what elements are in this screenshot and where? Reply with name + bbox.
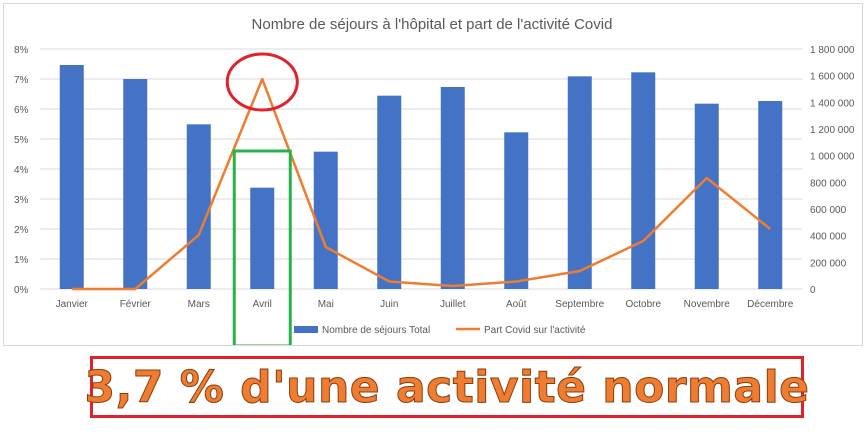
legend-label-bars: Nombre de séjours Total: [322, 325, 430, 336]
y-left-tick-label: 2%: [14, 225, 29, 236]
y-left-tick-label: 4%: [14, 165, 29, 176]
y-right-tick-label: 600 000: [810, 205, 847, 216]
y-right-tick-label: 1 800 000: [810, 45, 855, 56]
bar-sejours: [440, 87, 465, 289]
x-tick-label: Février: [120, 299, 152, 310]
series-line-covid: [71, 77, 772, 291]
legend-label-line: Part Covid sur l'activité: [484, 325, 586, 336]
bar-sejours: [250, 187, 275, 289]
chart-frame: Nombre de séjours à l'hôpital et part de…: [3, 3, 863, 346]
bar-sejours: [631, 72, 656, 289]
x-tick-label: Mai: [318, 299, 334, 310]
y-right-tick-label: 1 600 000: [810, 72, 855, 83]
x-tick-label: Janvier: [56, 299, 89, 310]
y-left-tick-label: 0%: [14, 285, 29, 296]
x-tick-label: Avril: [253, 299, 272, 310]
chart-title: Nombre de séjours à l'hôpital et part de…: [252, 16, 613, 33]
y-right-tick-label: 200 000: [810, 258, 847, 269]
bar-sejours: [377, 95, 402, 290]
bar-sejours: [694, 103, 719, 290]
x-tick-label: Juillet: [440, 299, 466, 310]
bar-sejours: [504, 132, 529, 289]
y-right-tick-label: 0: [810, 285, 816, 296]
y-left-tick-label: 5%: [14, 135, 29, 146]
y-left-tick-label: 6%: [14, 105, 29, 116]
chart-svg: Nombre de séjours à l'hôpital et part de…: [14, 16, 855, 345]
x-tick-label: Octobre: [625, 299, 661, 310]
bar-sejours: [313, 151, 338, 289]
y-left-tick-label: 8%: [14, 45, 29, 56]
y-right-tick-label: 1 000 000: [810, 152, 855, 163]
y-left-tick-label: 7%: [14, 75, 29, 86]
y-right-tick-label: 800 000: [810, 178, 847, 189]
y-right-tick-label: 1 400 000: [810, 98, 855, 109]
bar-sejours: [59, 65, 84, 289]
x-tick-label: Août: [506, 299, 527, 310]
highlight-banner: 3,7 % d'une activité normale: [84, 356, 810, 418]
y-right-tick-label: 400 000: [810, 232, 847, 243]
x-tick-label: Décembre: [747, 299, 794, 310]
highlight-ellipse: [225, 52, 299, 112]
banner-text: 3,7 % d'une activité normale: [84, 361, 810, 413]
bar-sejours: [567, 76, 592, 289]
bar-sejours: [758, 101, 783, 289]
bar-sejours: [186, 124, 211, 289]
x-tick-label: Novembre: [684, 299, 731, 310]
legend-swatch-bars: [294, 326, 318, 333]
y-left-tick-label: 3%: [14, 195, 29, 206]
bar-sejours: [123, 79, 148, 289]
y-left-tick-label: 1%: [14, 255, 29, 266]
x-tick-label: Mars: [188, 299, 210, 310]
x-tick-label: Juin: [380, 299, 398, 310]
y-right-tick-label: 1 200 000: [810, 125, 855, 136]
x-tick-label: Septembre: [555, 299, 604, 310]
highlight-rectangle: [232, 149, 292, 345]
